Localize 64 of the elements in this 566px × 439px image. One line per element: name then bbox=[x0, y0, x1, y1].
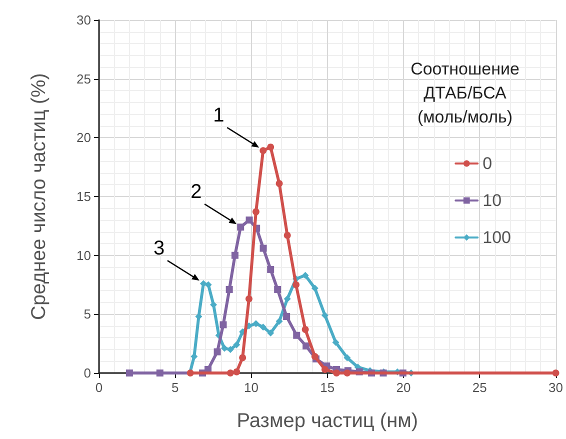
point bbox=[276, 180, 283, 188]
point bbox=[332, 338, 340, 346]
point bbox=[190, 353, 198, 360]
x-tick-label: 0 bbox=[95, 380, 103, 395]
y-tick-label: 20 bbox=[76, 130, 91, 146]
point bbox=[252, 320, 260, 328]
point bbox=[292, 281, 300, 288]
point bbox=[274, 286, 282, 293]
annotation: 2 bbox=[190, 181, 202, 204]
y-axis-title: Среднее число частиц (%) bbox=[28, 73, 50, 320]
y-tick-label: 25 bbox=[76, 71, 91, 86]
point bbox=[226, 286, 233, 293]
point bbox=[260, 147, 267, 154]
point bbox=[321, 312, 328, 319]
point bbox=[293, 332, 300, 339]
x-tick-label: 30 bbox=[548, 380, 564, 395]
annotation: 1 bbox=[213, 104, 224, 127]
point bbox=[311, 284, 318, 292]
point bbox=[284, 295, 291, 302]
y-tick-label: 5 bbox=[84, 306, 91, 322]
point bbox=[245, 295, 252, 302]
legend-title: Соотношение ДТАБ/БСА (моль/моль) bbox=[410, 60, 520, 126]
point bbox=[233, 341, 240, 348]
point bbox=[344, 370, 351, 376]
point bbox=[267, 144, 274, 151]
point bbox=[283, 313, 290, 320]
legend-label: 0 bbox=[482, 154, 492, 173]
point bbox=[233, 368, 240, 376]
point bbox=[204, 281, 212, 288]
x-tick-label: 20 bbox=[396, 380, 411, 395]
y-tick-label: 0 bbox=[84, 366, 91, 380]
y-tick-label: 15 bbox=[76, 189, 91, 204]
point bbox=[210, 301, 217, 308]
point bbox=[302, 342, 310, 350]
point bbox=[220, 321, 227, 328]
point bbox=[302, 326, 309, 333]
legend-label: 10 bbox=[482, 191, 502, 210]
x-tick-label: 5 bbox=[172, 380, 179, 395]
annotation: 3 bbox=[153, 238, 165, 260]
point bbox=[284, 232, 291, 239]
y-tick-label: 30 bbox=[76, 12, 91, 28]
point bbox=[260, 244, 267, 252]
legend-label: 100 bbox=[482, 228, 512, 247]
point bbox=[214, 348, 221, 356]
point bbox=[237, 224, 244, 231]
point bbox=[260, 324, 267, 331]
point bbox=[321, 366, 328, 373]
point bbox=[231, 252, 238, 259]
x-tick-label: 15 bbox=[320, 380, 335, 395]
point bbox=[267, 266, 274, 273]
point bbox=[252, 208, 260, 216]
point bbox=[267, 329, 274, 336]
point bbox=[239, 354, 246, 362]
point bbox=[302, 272, 309, 279]
point bbox=[276, 318, 283, 325]
point bbox=[344, 354, 351, 362]
point bbox=[333, 370, 340, 376]
x-axis-title: Размер частиц (нм) bbox=[236, 410, 418, 432]
point bbox=[226, 370, 234, 376]
y-tick-label: 10 bbox=[76, 248, 91, 263]
x-tick-label: 10 bbox=[244, 380, 258, 395]
x-tick-label: 25 bbox=[472, 380, 487, 395]
point bbox=[220, 344, 228, 352]
point bbox=[246, 216, 253, 224]
